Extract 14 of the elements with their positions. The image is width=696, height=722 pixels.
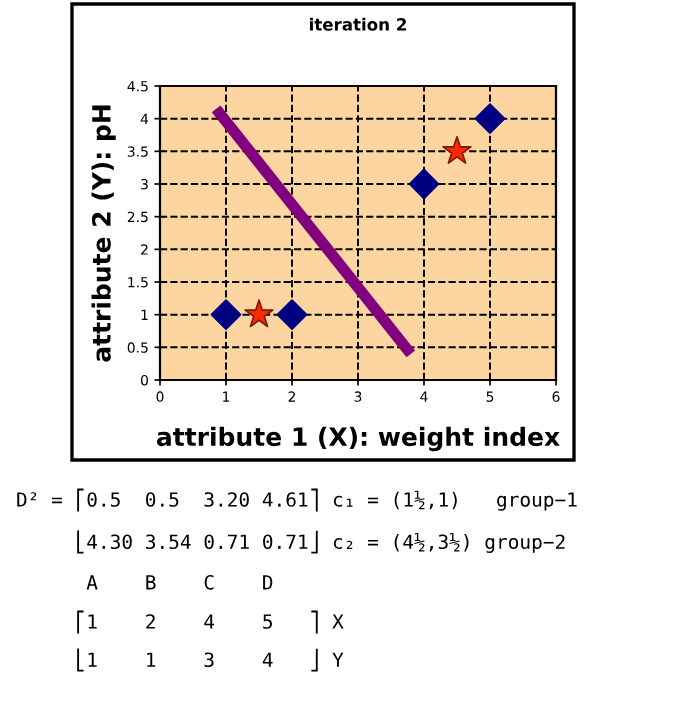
text: D² = ⎡0.5 0.5 3.20 4.61⎤ c₁ = (1½,1) group−1 [17, 488, 577, 512]
text: ⎡1 2 4 5 ⎤ X [77, 610, 344, 634]
y-axis-title: attribute 2 (Y): pH [91, 105, 116, 362]
text: ⎣4.30 3.54 0.71 0.71⎦ c₂ = (4½,3½) group−2 [77, 530, 565, 554]
text: ⎣1 1 3 4 ⎦ Y [77, 648, 344, 672]
point [244, 299, 274, 328]
point [276, 299, 308, 331]
point [474, 103, 506, 135]
text: A B C D [86, 574, 273, 590]
point [442, 135, 472, 164]
point [210, 299, 242, 331]
point [408, 168, 440, 200]
x-axis-title: attribute 1 (X): weight index [156, 426, 560, 452]
chart-title: iteration 2 [309, 17, 406, 31]
